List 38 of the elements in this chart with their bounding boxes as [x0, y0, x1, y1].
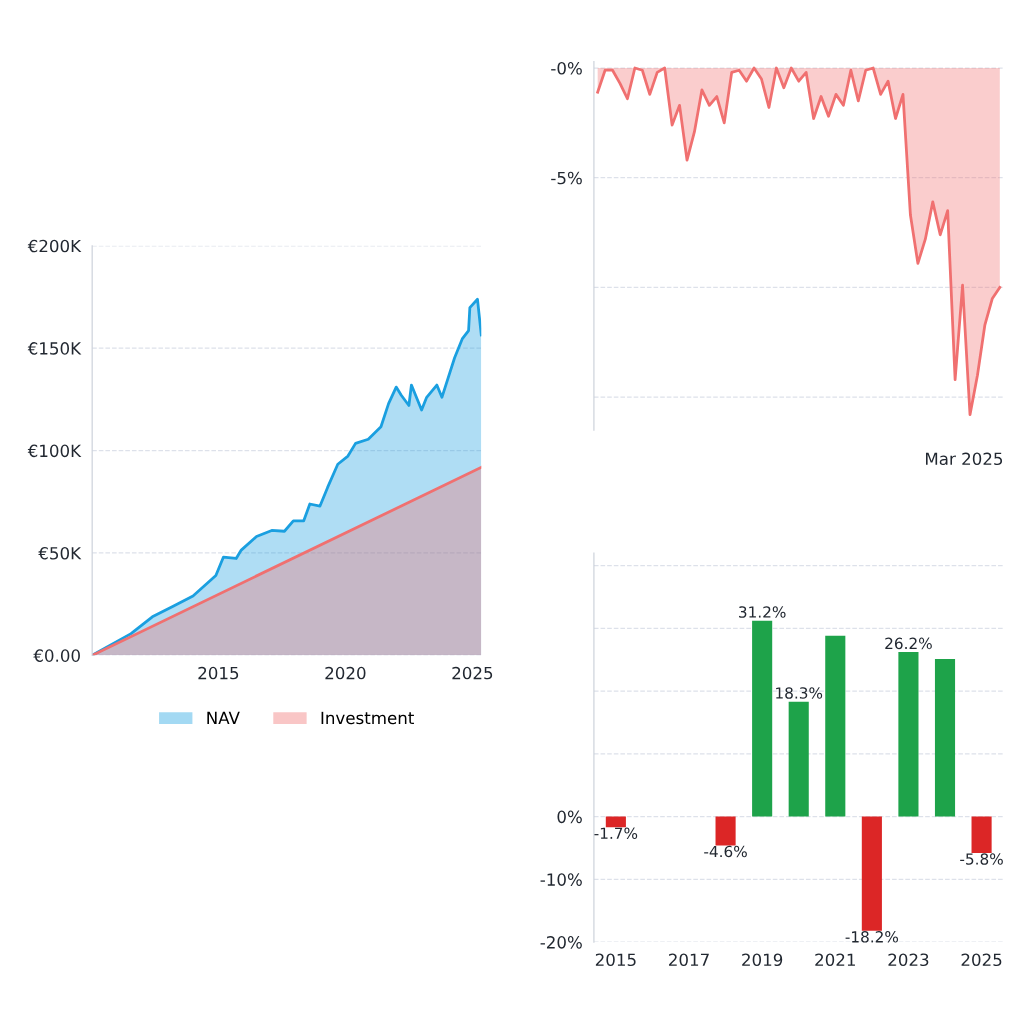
data-label: -4.6% — [704, 845, 747, 858]
y-tick-label: -20% — [540, 936, 582, 949]
x-tick-label: 2017 — [669, 953, 709, 967]
data-label: -1.7% — [594, 827, 638, 840]
data-label: 31.2% — [739, 606, 786, 618]
x-tick-label: 2015 — [595, 953, 636, 967]
x-tick-label: 2025 — [452, 666, 493, 680]
legend-label: Investment — [321, 711, 414, 725]
y-tick-label: 0% — [557, 810, 582, 824]
bar — [971, 816, 992, 853]
y-tick-label: €100K — [27, 444, 82, 458]
y-tick-label: -5% — [551, 171, 582, 185]
bar — [715, 816, 736, 846]
data-label: -5.8% — [960, 853, 1003, 865]
x-tick-label: 2020 — [325, 666, 366, 680]
y-tick-label: -0% — [551, 61, 582, 75]
bar — [752, 620, 773, 817]
y-tick-label: €150K — [27, 342, 82, 355]
bar — [934, 659, 956, 817]
y-tick-label: -10% — [540, 873, 582, 886]
x-tick-label: 2015 — [198, 666, 239, 680]
bar — [898, 652, 919, 817]
legend-label: NAV — [207, 711, 240, 724]
x-tick-label: 2019 — [742, 953, 783, 967]
x-tick-label: 2023 — [888, 953, 929, 967]
data-label: -18.2% — [845, 931, 899, 943]
data-label: 18.3% — [776, 687, 823, 699]
bar — [861, 816, 882, 931]
data-label: 26.2% — [885, 637, 932, 650]
y-tick-label: €200K — [27, 239, 82, 253]
bar — [825, 635, 846, 817]
y-tick-label: €50K — [38, 546, 82, 560]
bar — [788, 701, 809, 817]
bar — [605, 816, 626, 828]
x-tick-label: 2021 — [815, 953, 855, 967]
x-tick-label: 2025 — [961, 953, 1002, 967]
y-tick-label: €0.00 — [33, 649, 80, 662]
text: Mar 2025 — [926, 452, 1003, 466]
